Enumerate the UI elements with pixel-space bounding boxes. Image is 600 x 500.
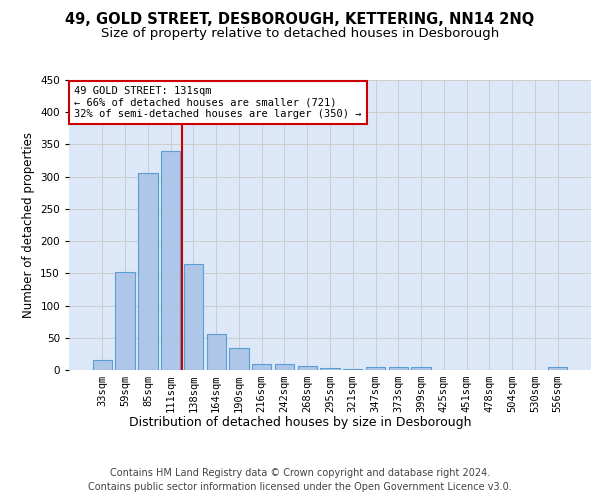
Bar	[320, 368, 340, 370]
Text: Contains HM Land Registry data © Crown copyright and database right 2024.: Contains HM Land Registry data © Crown c…	[110, 468, 490, 477]
Bar	[161, 151, 181, 370]
Bar	[93, 360, 112, 370]
Bar	[389, 368, 408, 370]
Bar	[138, 174, 158, 370]
Bar	[366, 367, 385, 370]
Bar	[184, 264, 203, 370]
Bar	[229, 348, 248, 370]
Text: Contains public sector information licensed under the Open Government Licence v3: Contains public sector information licen…	[88, 482, 512, 492]
Text: Size of property relative to detached houses in Desborough: Size of property relative to detached ho…	[101, 28, 499, 40]
Bar	[252, 364, 271, 370]
Bar	[412, 368, 431, 370]
Text: 49 GOLD STREET: 131sqm
← 66% of detached houses are smaller (721)
32% of semi-de: 49 GOLD STREET: 131sqm ← 66% of detached…	[74, 86, 362, 119]
Bar	[343, 368, 362, 370]
Text: Distribution of detached houses by size in Desborough: Distribution of detached houses by size …	[129, 416, 471, 429]
Bar	[548, 368, 567, 370]
Bar	[115, 272, 135, 370]
Bar	[275, 364, 294, 370]
Y-axis label: Number of detached properties: Number of detached properties	[22, 132, 35, 318]
Bar	[298, 366, 317, 370]
Bar	[206, 334, 226, 370]
Text: 49, GOLD STREET, DESBOROUGH, KETTERING, NN14 2NQ: 49, GOLD STREET, DESBOROUGH, KETTERING, …	[65, 12, 535, 28]
